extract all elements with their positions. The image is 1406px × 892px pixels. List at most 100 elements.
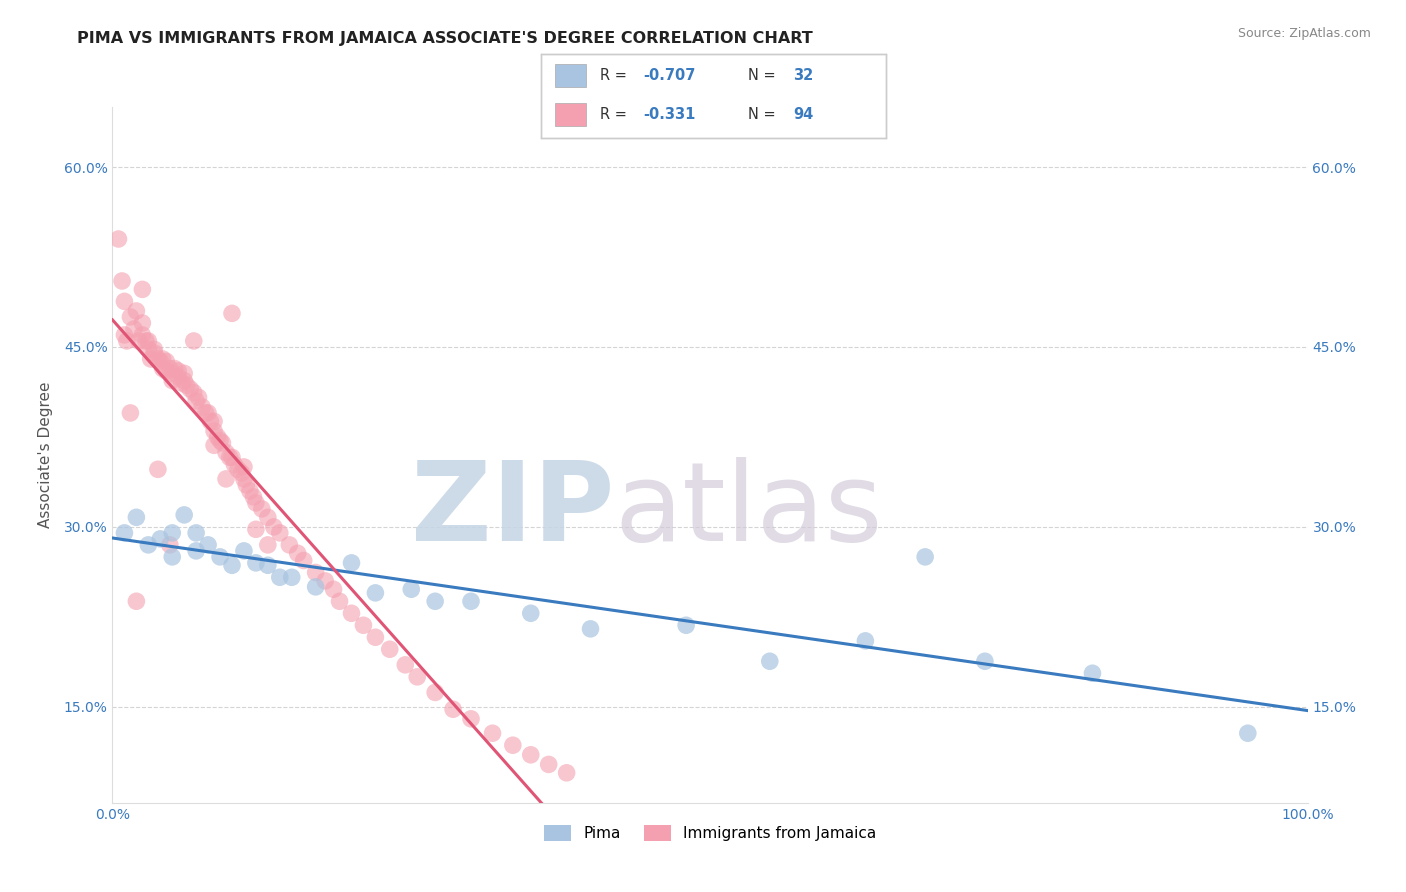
Text: N =: N = (748, 68, 780, 83)
Point (179, 382, 201, 396)
Text: atlas: atlas (614, 457, 883, 564)
Point (263, 520, 285, 534)
Point (138, 343, 160, 357)
Point (120, 406, 142, 420)
Point (159, 361, 181, 376)
Point (215, 472, 238, 486)
Point (242, 490, 264, 504)
Point (245, 522, 267, 536)
Point (152, 361, 174, 376)
Point (233, 459, 256, 474)
Point (111, 274, 134, 288)
Text: R =: R = (600, 68, 631, 83)
Point (394, 657, 416, 672)
Point (233, 544, 256, 558)
Point (131, 328, 153, 343)
Point (502, 738, 524, 752)
Point (215, 445, 238, 459)
Text: 94: 94 (793, 107, 813, 122)
Point (135, 334, 157, 348)
Point (520, 607, 543, 621)
Legend: Pima, Immigrants from Jamaica: Pima, Immigrants from Jamaica (537, 819, 883, 847)
Point (352, 618, 374, 632)
Point (314, 574, 336, 588)
Point (183, 385, 205, 400)
Point (139, 351, 162, 366)
Point (914, 549, 936, 564)
Point (378, 642, 401, 657)
Point (143, 346, 166, 360)
Point (287, 546, 309, 560)
Point (855, 633, 877, 648)
Point (481, 726, 503, 740)
Point (149, 532, 172, 546)
Point (191, 400, 214, 414)
Point (162, 549, 183, 564)
Point (114, 328, 135, 343)
Point (221, 558, 243, 573)
Point (278, 538, 301, 552)
Point (131, 282, 153, 296)
Point (425, 685, 447, 699)
Point (209, 549, 232, 564)
Point (209, 434, 232, 448)
Point (143, 343, 166, 357)
Point (245, 556, 267, 570)
Text: -0.331: -0.331 (643, 107, 696, 122)
Point (406, 670, 429, 684)
Point (186, 525, 208, 540)
Text: Source: ZipAtlas.com: Source: ZipAtlas.com (1237, 27, 1371, 40)
Point (128, 334, 150, 348)
Point (186, 393, 208, 408)
Text: -0.707: -0.707 (643, 68, 696, 83)
Point (163, 361, 186, 376)
Text: PIMA VS IMMIGRANTS FROM JAMAICA ASSOCIATE'S DEGREE CORRELATION CHART: PIMA VS IMMIGRANTS FROM JAMAICA ASSOCIAT… (77, 31, 813, 46)
Point (1237, 726, 1260, 740)
Point (239, 483, 262, 498)
Point (305, 566, 328, 580)
Point (149, 354, 172, 368)
Point (202, 414, 225, 428)
Point (221, 450, 243, 465)
Bar (555, 103, 586, 127)
Point (235, 478, 257, 492)
Point (183, 334, 205, 348)
Text: R =: R = (600, 107, 631, 122)
Point (425, 594, 447, 608)
Point (107, 232, 129, 246)
Point (257, 558, 280, 573)
Point (138, 334, 160, 348)
Bar (555, 63, 586, 87)
Point (233, 472, 256, 486)
Point (211, 436, 233, 450)
Point (340, 607, 363, 621)
Point (162, 525, 183, 540)
Point (152, 351, 174, 366)
Point (167, 364, 190, 378)
Point (202, 424, 225, 438)
Point (460, 594, 482, 608)
Point (1081, 666, 1104, 681)
Point (202, 438, 225, 452)
Text: ZIP: ZIP (411, 457, 614, 564)
Point (159, 538, 181, 552)
Y-axis label: Associate's Degree: Associate's Degree (38, 382, 52, 528)
Point (364, 630, 387, 644)
Point (305, 580, 328, 594)
Point (245, 496, 267, 510)
Point (257, 538, 280, 552)
Point (115, 334, 138, 348)
Point (292, 553, 315, 567)
Point (974, 654, 997, 668)
Point (207, 430, 229, 444)
Point (257, 510, 280, 524)
Point (125, 510, 148, 524)
Point (197, 406, 219, 420)
Point (173, 374, 195, 388)
Point (460, 712, 482, 726)
Point (218, 450, 240, 465)
Point (281, 570, 304, 584)
Point (322, 582, 344, 597)
Point (537, 757, 560, 772)
Point (173, 508, 195, 522)
